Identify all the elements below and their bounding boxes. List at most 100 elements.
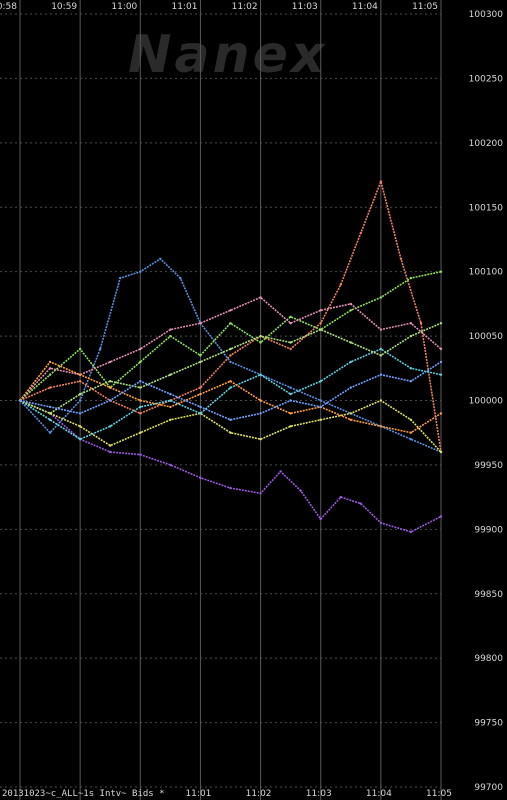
- series-point: [379, 425, 383, 428]
- series-point: [109, 360, 112, 364]
- series-point: [409, 380, 413, 383]
- chart-grid: [0, 0, 442, 800]
- x-tick-label-top: 11:01: [171, 2, 197, 12]
- series-point: [379, 347, 383, 351]
- series-point: [289, 315, 292, 318]
- y-tick-label: 99800: [474, 654, 503, 664]
- series-point: [409, 530, 413, 534]
- series-point: [48, 373, 52, 376]
- series-point: [99, 347, 102, 351]
- series-point: [109, 425, 112, 428]
- series-point: [229, 486, 232, 490]
- series-point: [299, 489, 302, 492]
- series-line: [19, 361, 442, 434]
- series-point: [199, 354, 202, 357]
- series-point: [78, 412, 82, 415]
- series-point: [229, 360, 232, 364]
- series-point: [78, 347, 82, 351]
- series-point: [78, 392, 82, 396]
- series-point: [78, 438, 82, 441]
- series-point: [78, 373, 82, 376]
- series-point: [439, 270, 443, 273]
- series-point: [379, 296, 383, 299]
- series-point: [349, 302, 352, 306]
- series-point: [379, 354, 383, 357]
- series-point: [439, 322, 443, 325]
- series-point: [319, 405, 322, 409]
- series-point: [409, 276, 413, 280]
- series-point: [109, 444, 112, 447]
- series-point: [229, 309, 232, 312]
- series-line: [19, 180, 442, 453]
- series-point: [349, 412, 352, 415]
- series-point: [48, 418, 52, 421]
- series-point: [439, 373, 443, 376]
- series-point: [169, 328, 172, 331]
- series-point: [229, 418, 232, 421]
- series-point: [409, 322, 413, 325]
- series-point: [139, 405, 142, 409]
- series-point: [169, 334, 172, 338]
- series-point: [48, 360, 52, 364]
- x-tick-label-top: 10:59: [51, 2, 77, 12]
- x-tick-label-bottom: 11:02: [246, 789, 272, 799]
- x-tick-label-top: 11:04: [352, 2, 378, 12]
- series-point: [169, 463, 172, 467]
- series-point: [319, 309, 322, 312]
- series-point: [179, 276, 182, 280]
- series-point: [289, 425, 292, 428]
- series-point: [439, 347, 443, 351]
- series-point: [259, 296, 262, 299]
- series-point: [349, 418, 352, 421]
- series-point: [139, 431, 142, 434]
- series-point: [409, 431, 413, 434]
- series-point: [139, 399, 142, 402]
- series-point: [339, 495, 342, 499]
- series-point: [229, 431, 232, 434]
- series-point: [78, 380, 82, 383]
- x-tick-label-bottom: 11:03: [306, 789, 332, 799]
- series-line: [19, 361, 442, 421]
- x-tick-label-bottom: 11:04: [366, 789, 392, 799]
- series-point: [109, 380, 112, 383]
- series-point: [199, 412, 202, 415]
- series-point: [109, 399, 112, 402]
- series-point: [139, 270, 142, 273]
- series-point: [109, 386, 112, 389]
- series-point: [48, 405, 52, 409]
- series-point: [379, 373, 383, 376]
- x-tick-label-top: 11:00: [111, 2, 137, 12]
- series-point: [439, 412, 443, 415]
- series-point: [289, 386, 292, 389]
- y-tick-label: 100100: [469, 268, 504, 278]
- series-point: [229, 347, 232, 351]
- series-point: [229, 386, 232, 389]
- series-point: [259, 373, 262, 376]
- series-point: [229, 354, 232, 357]
- y-tick-label: 100200: [469, 139, 504, 149]
- series-point: [259, 412, 262, 415]
- series-point: [279, 470, 282, 473]
- series-point: [349, 309, 352, 312]
- series-point: [319, 380, 322, 383]
- series-point: [139, 386, 142, 389]
- series-point: [159, 257, 162, 260]
- series-point: [139, 360, 142, 364]
- series-point: [379, 328, 383, 331]
- series-point: [139, 380, 142, 383]
- series-layer: [18, 180, 443, 534]
- y-tick-label: 100000: [469, 397, 504, 407]
- series-point: [289, 412, 292, 415]
- series-point: [18, 399, 22, 402]
- series-point: [289, 399, 292, 402]
- series-point: [259, 341, 262, 344]
- series-point: [319, 328, 322, 331]
- series-point: [48, 431, 52, 434]
- series-point: [169, 373, 172, 376]
- nanex-watermark: Nanex: [128, 25, 327, 85]
- series-point: [229, 322, 232, 325]
- series-point: [379, 399, 383, 402]
- series-point: [48, 386, 52, 389]
